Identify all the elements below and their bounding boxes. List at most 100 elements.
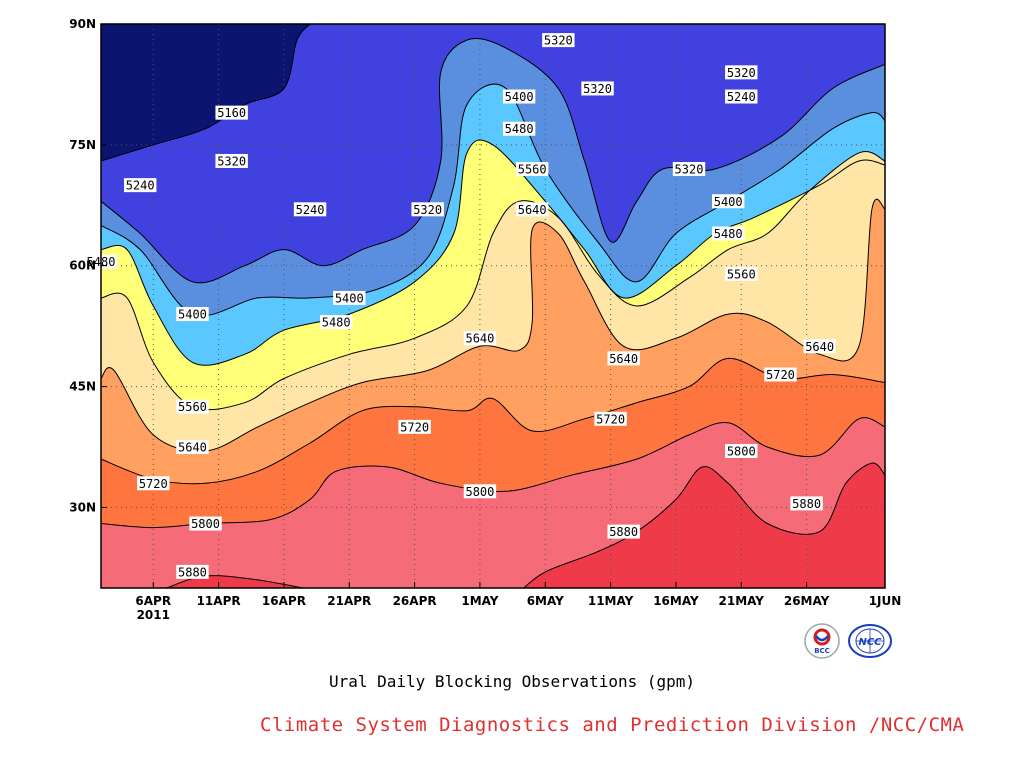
contour-label: 5480 [502,121,536,136]
contour-labels: 5160 5240 5320 5240 5320 5320 5400 5480 5560 5640… [84,33,836,579]
x-tick-label: 26MAY [784,594,830,608]
contour-label: 5480 [320,315,353,330]
contour-label: 5720 [137,476,170,491]
contour-label-bg [411,202,444,217]
contour-label: 5240 [725,89,758,104]
contour-label: 5640 [463,331,497,346]
contour-label-bg [176,440,209,454]
chart-title: Ural Daily Blocking Observations (gpm) [328,672,696,691]
contour-label: 5800 [189,516,222,531]
contour-label-text: 5800 [191,517,220,531]
contour-line-5880 [522,462,885,588]
contour-label-text: 5480 [505,122,534,136]
contour-label-bg [581,81,614,96]
x-tick-label: 16APR [262,594,306,608]
contour-label-text: 5880 [609,525,638,539]
contour-label-bg [463,331,497,346]
contour-line-5400 [101,83,885,317]
y-tick-label: 75N [69,138,96,152]
contour-label-text: 5880 [792,497,821,511]
ncc-logo: NCC [848,624,892,658]
contour-label-text: 5560 [178,400,207,414]
contour-label: 5560 [176,399,209,414]
contour-label: 5400 [176,307,209,322]
contour-label: 5560 [725,266,758,281]
contour-label-text: 5880 [178,565,207,579]
year-label: 2011 [137,608,170,622]
band-above-5880 [523,463,885,588]
contour-label-bg [215,105,248,120]
contour-label-text: 5800 [465,485,494,499]
contour-label-text: 5240 [126,179,155,193]
x-tick-label: 1JUN [869,594,902,608]
contour-label: 5640 [607,351,640,366]
plot-frame [100,23,886,589]
contour-label-bg [516,202,549,217]
contour-label-bg [607,351,640,366]
bcc-logo: BCC [804,623,840,659]
contour-label-text: 5320 [727,66,756,80]
contour-label: 5320 [672,162,706,177]
contour-label-bg [320,315,353,330]
contour-label-text: 5640 [805,340,834,354]
contour-label-text: 5640 [178,441,207,455]
contour-label-bg [542,33,575,48]
contour-label: 5400 [712,194,745,209]
contour-label-text: 5720 [766,368,795,382]
contour-label-text: 5400 [714,195,743,209]
contour-label-bg [607,524,640,539]
contour-label: 5640 [803,339,836,354]
contour-label-bg [502,121,536,136]
contour-label: 5480 [712,226,745,241]
contour-label: 5320 [581,81,614,96]
contour-label-text: 5320 [583,82,612,96]
contour-label: 5800 [463,484,497,499]
contour-label: 5320 [542,33,575,48]
contour-label-text: 5720 [139,477,168,491]
contour-label-bg [672,162,706,177]
contour-label-bg [790,496,823,511]
x-tick-label: 1MAY [461,594,498,608]
contour-label: 5880 [176,564,209,579]
x-tick-label: 11APR [197,594,241,608]
contour-label-bg [725,65,758,80]
contour-label: 5640 [176,440,209,455]
y-tick-label: 90N [69,17,96,31]
x-tick-label: 6MAY [527,594,564,608]
contour-label-bg [725,266,758,281]
contour-line-5880 [166,575,306,588]
contour-label-bg [725,89,758,104]
x-tick-label: 26APR [393,594,437,608]
y-tick-label: 30N [69,500,96,514]
contour-label: 5880 [790,496,823,511]
contour-label: 5640 [516,202,549,217]
contour-label: 5720 [594,411,627,426]
contour-label-bg [176,564,209,579]
contour-label: 5560 [516,162,549,177]
contour-label-text: 5320 [217,154,246,168]
contour-label-text: 5640 [465,332,494,346]
contour-label-text: 5640 [518,203,547,217]
x-tick-label: 6APR [135,594,171,608]
contour-label-text: 5240 [727,90,756,104]
contour-label-bg [333,290,366,305]
x-tick-label: 16MAY [653,594,699,608]
credit-line: Climate System Diagnostics and Predictio… [260,714,965,736]
contour-label: 5800 [725,444,758,459]
contour-label-text: 5320 [544,34,573,48]
contour-line-5240 [101,24,311,162]
contour-label-bg [124,178,157,193]
contour-label-text: 5400 [178,308,207,322]
contour-label-bg [712,194,745,209]
contour-label: 5400 [502,89,536,104]
contour-line-5720 [101,357,885,485]
svg-text:NCC: NCC [858,637,882,648]
contour-label-bg [398,419,431,434]
contour-label: 5400 [333,290,366,305]
contour-label: 5720 [764,367,797,382]
contour-label-text: 5240 [296,203,325,217]
contour-label: 5240 [124,178,157,193]
contour-label-text: 5480 [322,316,351,330]
contour-label-text: 5160 [217,106,246,120]
contour-label-bg [764,367,797,382]
